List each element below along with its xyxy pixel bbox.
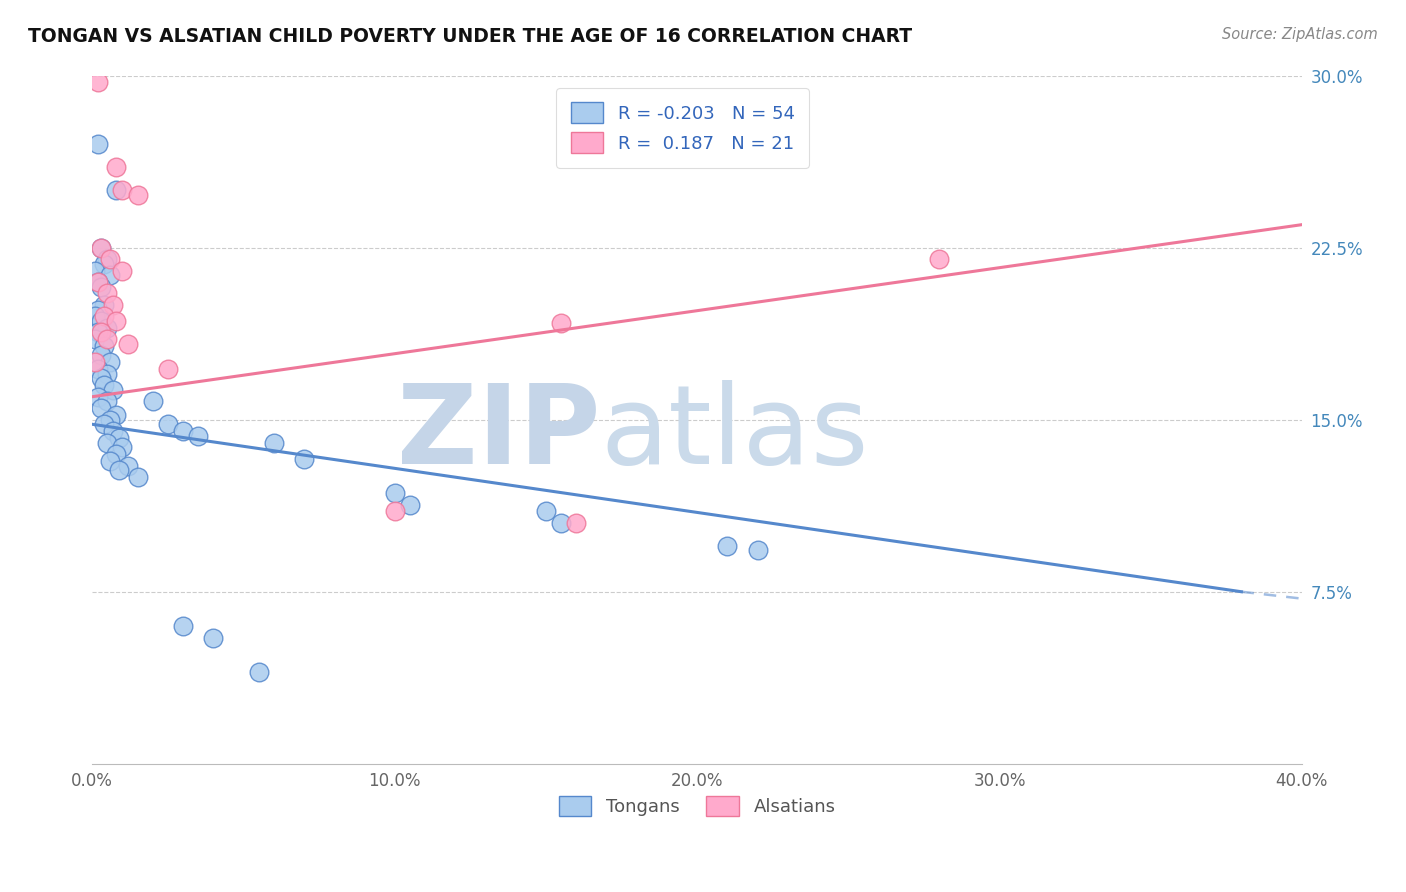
Point [565, 516, 588, 530]
Point [117, 458, 139, 473]
Point [292, 451, 315, 466]
Point [534, 504, 557, 518]
Text: Source: ZipAtlas.com: Source: ZipAtlas.com [1222, 27, 1378, 42]
Point [550, 316, 572, 330]
Point [108, 463, 131, 477]
Point [93, 378, 115, 392]
Point [87, 275, 110, 289]
Point [93, 257, 115, 271]
Point [127, 187, 149, 202]
Point [928, 252, 950, 266]
Point [247, 665, 270, 679]
Point [98, 252, 121, 266]
Point [105, 447, 128, 461]
Point [90, 241, 112, 255]
Point [96, 252, 118, 266]
Point [108, 431, 131, 445]
Point [105, 183, 128, 197]
Point [87, 137, 110, 152]
Point [90, 326, 112, 340]
Text: ZIP: ZIP [396, 380, 600, 487]
Point [747, 543, 769, 558]
Point [105, 408, 128, 422]
Text: atlas: atlas [600, 380, 869, 487]
Text: TONGAN VS ALSATIAN CHILD POVERTY UNDER THE AGE OF 16 CORRELATION CHART: TONGAN VS ALSATIAN CHILD POVERTY UNDER T… [28, 27, 912, 45]
Point [96, 394, 118, 409]
Point [398, 498, 420, 512]
Point [90, 314, 112, 328]
Point [93, 339, 115, 353]
Point [103, 383, 125, 397]
Point [87, 275, 110, 289]
Point [98, 268, 121, 282]
Point [142, 394, 165, 409]
Point [84, 263, 107, 277]
Point [87, 326, 110, 340]
Point [90, 279, 112, 293]
Point [127, 470, 149, 484]
Point [84, 332, 107, 346]
Point [172, 619, 194, 633]
Point [90, 348, 112, 362]
Point [84, 310, 107, 324]
Point [172, 424, 194, 438]
Point [117, 337, 139, 351]
Point [87, 362, 110, 376]
Point [90, 401, 112, 416]
Point [96, 286, 118, 301]
Point [98, 454, 121, 468]
Point [384, 504, 406, 518]
Point [716, 539, 738, 553]
Point [111, 183, 134, 197]
Point [187, 428, 209, 442]
Point [90, 371, 112, 385]
Point [93, 298, 115, 312]
Point [87, 302, 110, 317]
Point [96, 367, 118, 381]
Point [156, 417, 179, 432]
Point [93, 310, 115, 324]
Point [96, 332, 118, 346]
Point [87, 390, 110, 404]
Point [98, 412, 121, 426]
Point [96, 435, 118, 450]
Point [90, 241, 112, 255]
Point [103, 298, 125, 312]
Point [103, 424, 125, 438]
Point [384, 486, 406, 500]
Point [550, 516, 572, 530]
Point [84, 355, 107, 369]
Point [105, 314, 128, 328]
Point [98, 355, 121, 369]
Point [202, 631, 225, 645]
Point [156, 362, 179, 376]
Legend: Tongans, Alsatians: Tongans, Alsatians [551, 789, 842, 823]
Point [87, 75, 110, 89]
Point [263, 435, 285, 450]
Point [96, 321, 118, 335]
Point [111, 263, 134, 277]
Point [111, 440, 134, 454]
Point [105, 161, 128, 175]
Point [93, 417, 115, 432]
